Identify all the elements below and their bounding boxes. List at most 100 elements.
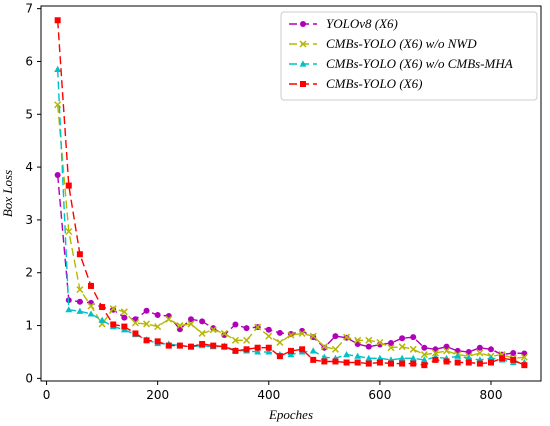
data-point xyxy=(254,348,262,355)
data-point xyxy=(65,227,73,236)
data-point xyxy=(65,306,73,313)
data-point xyxy=(476,344,483,351)
data-point xyxy=(376,359,383,366)
legend-marker xyxy=(299,40,307,48)
data-point xyxy=(443,358,450,365)
series-line xyxy=(57,69,525,364)
data-point xyxy=(510,350,517,357)
data-point xyxy=(410,360,417,367)
data-point xyxy=(499,355,506,362)
data-point xyxy=(332,333,339,340)
data-point xyxy=(354,336,362,344)
data-point xyxy=(132,330,139,337)
legend-label: CMBs-YOLO (X6) xyxy=(326,76,422,91)
series-line xyxy=(57,174,525,356)
data-point xyxy=(365,360,372,367)
data-point xyxy=(109,305,117,313)
legend-label: CMBs-YOLO (X6) w/o CMBs-MHA xyxy=(326,56,513,71)
data-point xyxy=(465,354,473,361)
legend-entry: CMBs-YOLO (X6) xyxy=(289,76,422,91)
data-point xyxy=(354,352,362,359)
data-point xyxy=(399,360,406,367)
data-point xyxy=(465,348,472,355)
legend-label: CMBs-YOLO (X6) w/o NWD xyxy=(326,36,477,51)
data-point xyxy=(120,308,128,316)
data-point xyxy=(110,321,117,328)
data-point xyxy=(54,172,61,179)
data-point xyxy=(265,326,272,333)
data-point xyxy=(310,356,317,363)
data-point xyxy=(287,331,295,339)
data-point xyxy=(165,342,172,349)
data-point xyxy=(76,286,84,294)
data-point xyxy=(121,314,128,321)
data-point xyxy=(232,321,239,328)
data-point xyxy=(143,337,150,344)
data-point xyxy=(520,353,528,361)
data-point xyxy=(443,347,451,355)
data-point xyxy=(276,353,283,360)
x-tick-label: 0 xyxy=(43,388,51,402)
data-point xyxy=(99,304,106,311)
y-tick-label: 5 xyxy=(25,107,33,121)
y-tick-label: 6 xyxy=(25,54,33,68)
data-point xyxy=(421,344,428,351)
data-point xyxy=(321,358,328,365)
data-point xyxy=(143,307,150,314)
data-point xyxy=(54,17,61,24)
legend-marker xyxy=(299,60,307,67)
data-point xyxy=(388,360,394,367)
data-point xyxy=(220,329,228,337)
data-point xyxy=(265,332,273,340)
data-point xyxy=(243,325,250,332)
data-point xyxy=(476,360,483,367)
legend-entry: CMBs-YOLO (X6) w/o NWD xyxy=(289,36,477,51)
data-point xyxy=(221,343,228,350)
series-line xyxy=(57,104,525,360)
data-point xyxy=(320,343,328,351)
data-point xyxy=(88,282,94,289)
data-point xyxy=(488,346,494,353)
data-point xyxy=(365,343,372,350)
data-point xyxy=(398,354,406,361)
data-point xyxy=(443,343,450,350)
data-point xyxy=(309,332,317,340)
data-point xyxy=(431,349,439,357)
data-point xyxy=(410,334,417,341)
legend: YOLOv8 (X6) CMBs-YOLO (X6) w/o NWD CMBs-YO… xyxy=(280,11,538,101)
data-point xyxy=(376,338,384,346)
y-tick-label: 7 xyxy=(25,2,33,16)
data-point xyxy=(409,354,417,361)
data-point xyxy=(254,344,261,351)
data-point xyxy=(199,318,206,325)
data-point xyxy=(476,349,484,357)
plot-frame xyxy=(40,5,542,382)
data-point xyxy=(309,347,317,354)
data-point xyxy=(232,347,239,354)
y-axis-title: Box Loss xyxy=(0,170,15,217)
data-point xyxy=(409,345,417,353)
data-point xyxy=(332,358,339,365)
data-point xyxy=(287,350,295,358)
data-point xyxy=(221,332,228,339)
data-point xyxy=(131,319,139,327)
data-point xyxy=(210,342,217,349)
data-point xyxy=(288,347,294,354)
data-point xyxy=(388,339,394,346)
data-point xyxy=(243,346,250,353)
data-point xyxy=(276,329,283,336)
data-point xyxy=(87,302,95,310)
data-point xyxy=(231,336,239,344)
data-point xyxy=(87,310,95,317)
y-tick-label: 0 xyxy=(25,371,33,385)
legend-box xyxy=(280,11,538,101)
data-point xyxy=(320,353,328,360)
y-tick-label: 4 xyxy=(25,160,33,174)
series-2 xyxy=(54,101,528,362)
data-point xyxy=(399,335,406,342)
data-point xyxy=(343,350,350,358)
data-point xyxy=(165,315,173,323)
data-point xyxy=(65,182,72,189)
data-point xyxy=(510,356,517,363)
